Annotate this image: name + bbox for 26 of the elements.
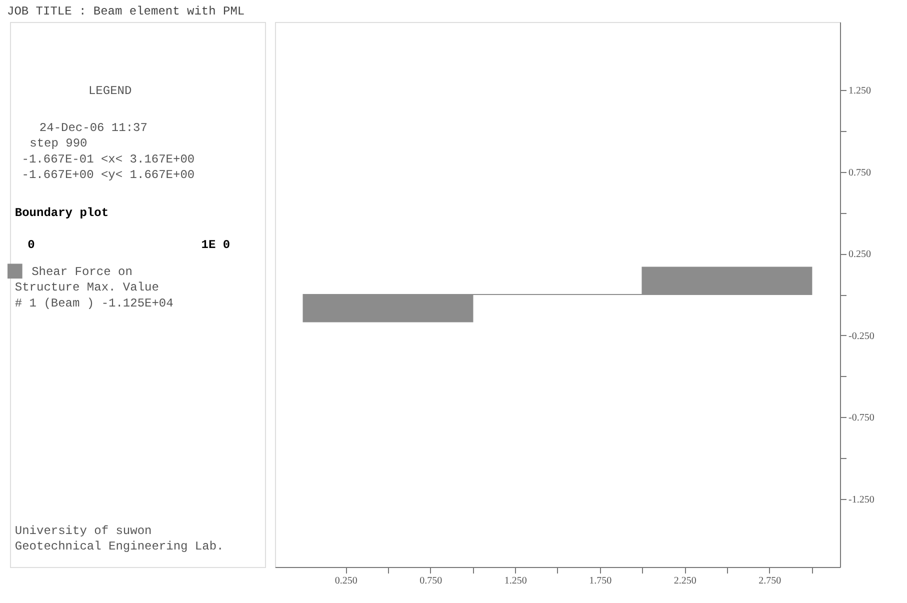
- text: JOB TITLE : Beam element with PML: [6, 4, 245, 18]
- x-tick-label: 2.750: [758, 576, 782, 586]
- y-tick-label: 0.750: [848, 167, 871, 178]
- x-tick-label: 1.750: [589, 576, 612, 586]
- y-tick-label: -0.250: [848, 330, 874, 342]
- text: Boundary plot: [14, 206, 109, 220]
- y-tick-label: 1.250: [848, 86, 871, 97]
- text: 1E 0: [201, 238, 230, 252]
- text: Geotechnical Engineering Lab.: [14, 540, 224, 554]
- y-tick-label: -0.750: [848, 412, 874, 424]
- y-tick-label: 0.250: [848, 249, 871, 260]
- text: LEGEND: [88, 84, 132, 98]
- text: -1.667E+00 <y< 1.667E+00: [22, 168, 195, 182]
- x-tick-label: 1.250: [504, 576, 527, 586]
- x-tick-label: 2.250: [674, 576, 696, 586]
- x-tick-label: 0.250: [334, 576, 358, 586]
- text: University of suwon: [14, 524, 152, 538]
- text: step 990: [30, 136, 88, 151]
- text: # 1 (Beam ) -1.125E+04: [14, 296, 174, 310]
- x-tick-label: 0.750: [420, 576, 442, 586]
- y-tick-label: -1.250: [848, 494, 874, 506]
- text: -1.667E-01 <x< 3.167E+00: [22, 152, 195, 166]
- text: 24-Dec-06 11:37: [39, 121, 148, 136]
- text: Structure Max. Value: [14, 280, 159, 295]
- legend-label: Shear Force on: [32, 265, 132, 280]
- text: 0: [28, 238, 35, 252]
